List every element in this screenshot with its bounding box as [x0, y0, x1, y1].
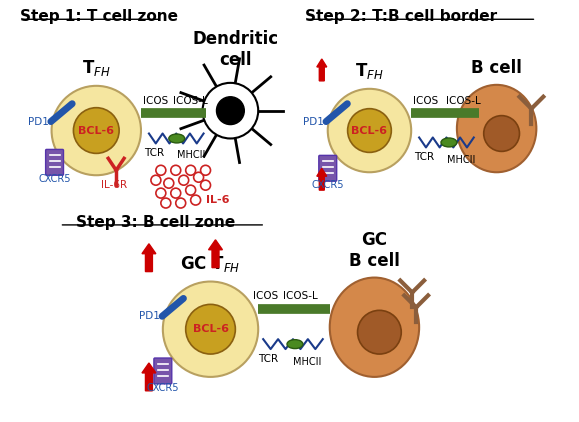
Text: PD1: PD1: [303, 116, 324, 127]
Text: MHCII: MHCII: [293, 357, 321, 367]
Text: ICOS: ICOS: [143, 96, 168, 106]
Circle shape: [74, 108, 119, 153]
Text: ICOS-L: ICOS-L: [446, 96, 481, 106]
Text: BCL-6: BCL-6: [351, 125, 387, 135]
Circle shape: [176, 198, 186, 208]
Text: ICOS-L: ICOS-L: [283, 292, 318, 301]
Circle shape: [203, 83, 258, 138]
Text: T$_{FH}$: T$_{FH}$: [355, 61, 384, 81]
FancyArrow shape: [317, 59, 327, 81]
Circle shape: [151, 175, 161, 185]
Text: PD1: PD1: [28, 116, 49, 127]
Text: BCL-6: BCL-6: [78, 125, 114, 135]
Circle shape: [156, 188, 166, 198]
FancyArrow shape: [142, 363, 156, 391]
FancyBboxPatch shape: [46, 149, 64, 175]
Ellipse shape: [457, 85, 536, 172]
Ellipse shape: [441, 138, 457, 147]
Text: TCR: TCR: [258, 354, 278, 364]
Text: PD1: PD1: [140, 311, 160, 321]
FancyBboxPatch shape: [319, 155, 336, 181]
Circle shape: [186, 185, 196, 195]
Circle shape: [200, 180, 211, 190]
Text: IL-6: IL-6: [206, 195, 229, 205]
Text: GC
B cell: GC B cell: [349, 231, 400, 270]
Circle shape: [156, 165, 166, 175]
Text: B cell: B cell: [471, 59, 522, 77]
Circle shape: [190, 195, 200, 205]
Circle shape: [52, 86, 141, 175]
Circle shape: [171, 165, 181, 175]
Text: Dendritic
cell: Dendritic cell: [192, 30, 278, 69]
FancyBboxPatch shape: [154, 358, 172, 384]
Text: IL-6R: IL-6R: [101, 180, 127, 190]
FancyArrow shape: [317, 168, 327, 190]
Circle shape: [163, 281, 258, 377]
Text: Step 3: B cell zone: Step 3: B cell zone: [76, 215, 236, 230]
Circle shape: [186, 165, 196, 175]
Circle shape: [328, 89, 411, 172]
Ellipse shape: [287, 340, 303, 349]
Text: Step 1: T cell zone: Step 1: T cell zone: [20, 9, 178, 24]
Circle shape: [193, 172, 204, 182]
Text: GC T$_{FH}$: GC T$_{FH}$: [181, 254, 241, 273]
Circle shape: [347, 109, 391, 152]
Ellipse shape: [329, 278, 419, 377]
Text: MHCII: MHCII: [447, 155, 475, 165]
Text: MHCII: MHCII: [177, 150, 205, 160]
Text: ICOS-L: ICOS-L: [173, 96, 207, 106]
Text: ICOS: ICOS: [413, 96, 438, 106]
Text: CXCR5: CXCR5: [38, 174, 71, 184]
Text: T$_{FH}$: T$_{FH}$: [82, 58, 111, 78]
Text: TCR: TCR: [144, 149, 164, 158]
FancyArrow shape: [142, 244, 156, 272]
Text: Step 2: T:B cell border: Step 2: T:B cell border: [305, 9, 497, 24]
Circle shape: [161, 198, 171, 208]
FancyArrow shape: [208, 240, 222, 268]
Circle shape: [171, 188, 181, 198]
Circle shape: [358, 310, 401, 354]
Text: CXCR5: CXCR5: [312, 180, 344, 190]
Circle shape: [200, 165, 211, 175]
Circle shape: [179, 175, 189, 185]
Text: ICOS: ICOS: [253, 292, 278, 301]
Circle shape: [164, 178, 174, 188]
Text: TCR: TCR: [414, 152, 434, 162]
Circle shape: [186, 304, 235, 354]
Text: BCL-6: BCL-6: [193, 324, 229, 334]
Text: CXCR5: CXCR5: [146, 383, 179, 393]
Circle shape: [217, 97, 244, 124]
Circle shape: [483, 116, 519, 151]
Ellipse shape: [169, 134, 185, 143]
